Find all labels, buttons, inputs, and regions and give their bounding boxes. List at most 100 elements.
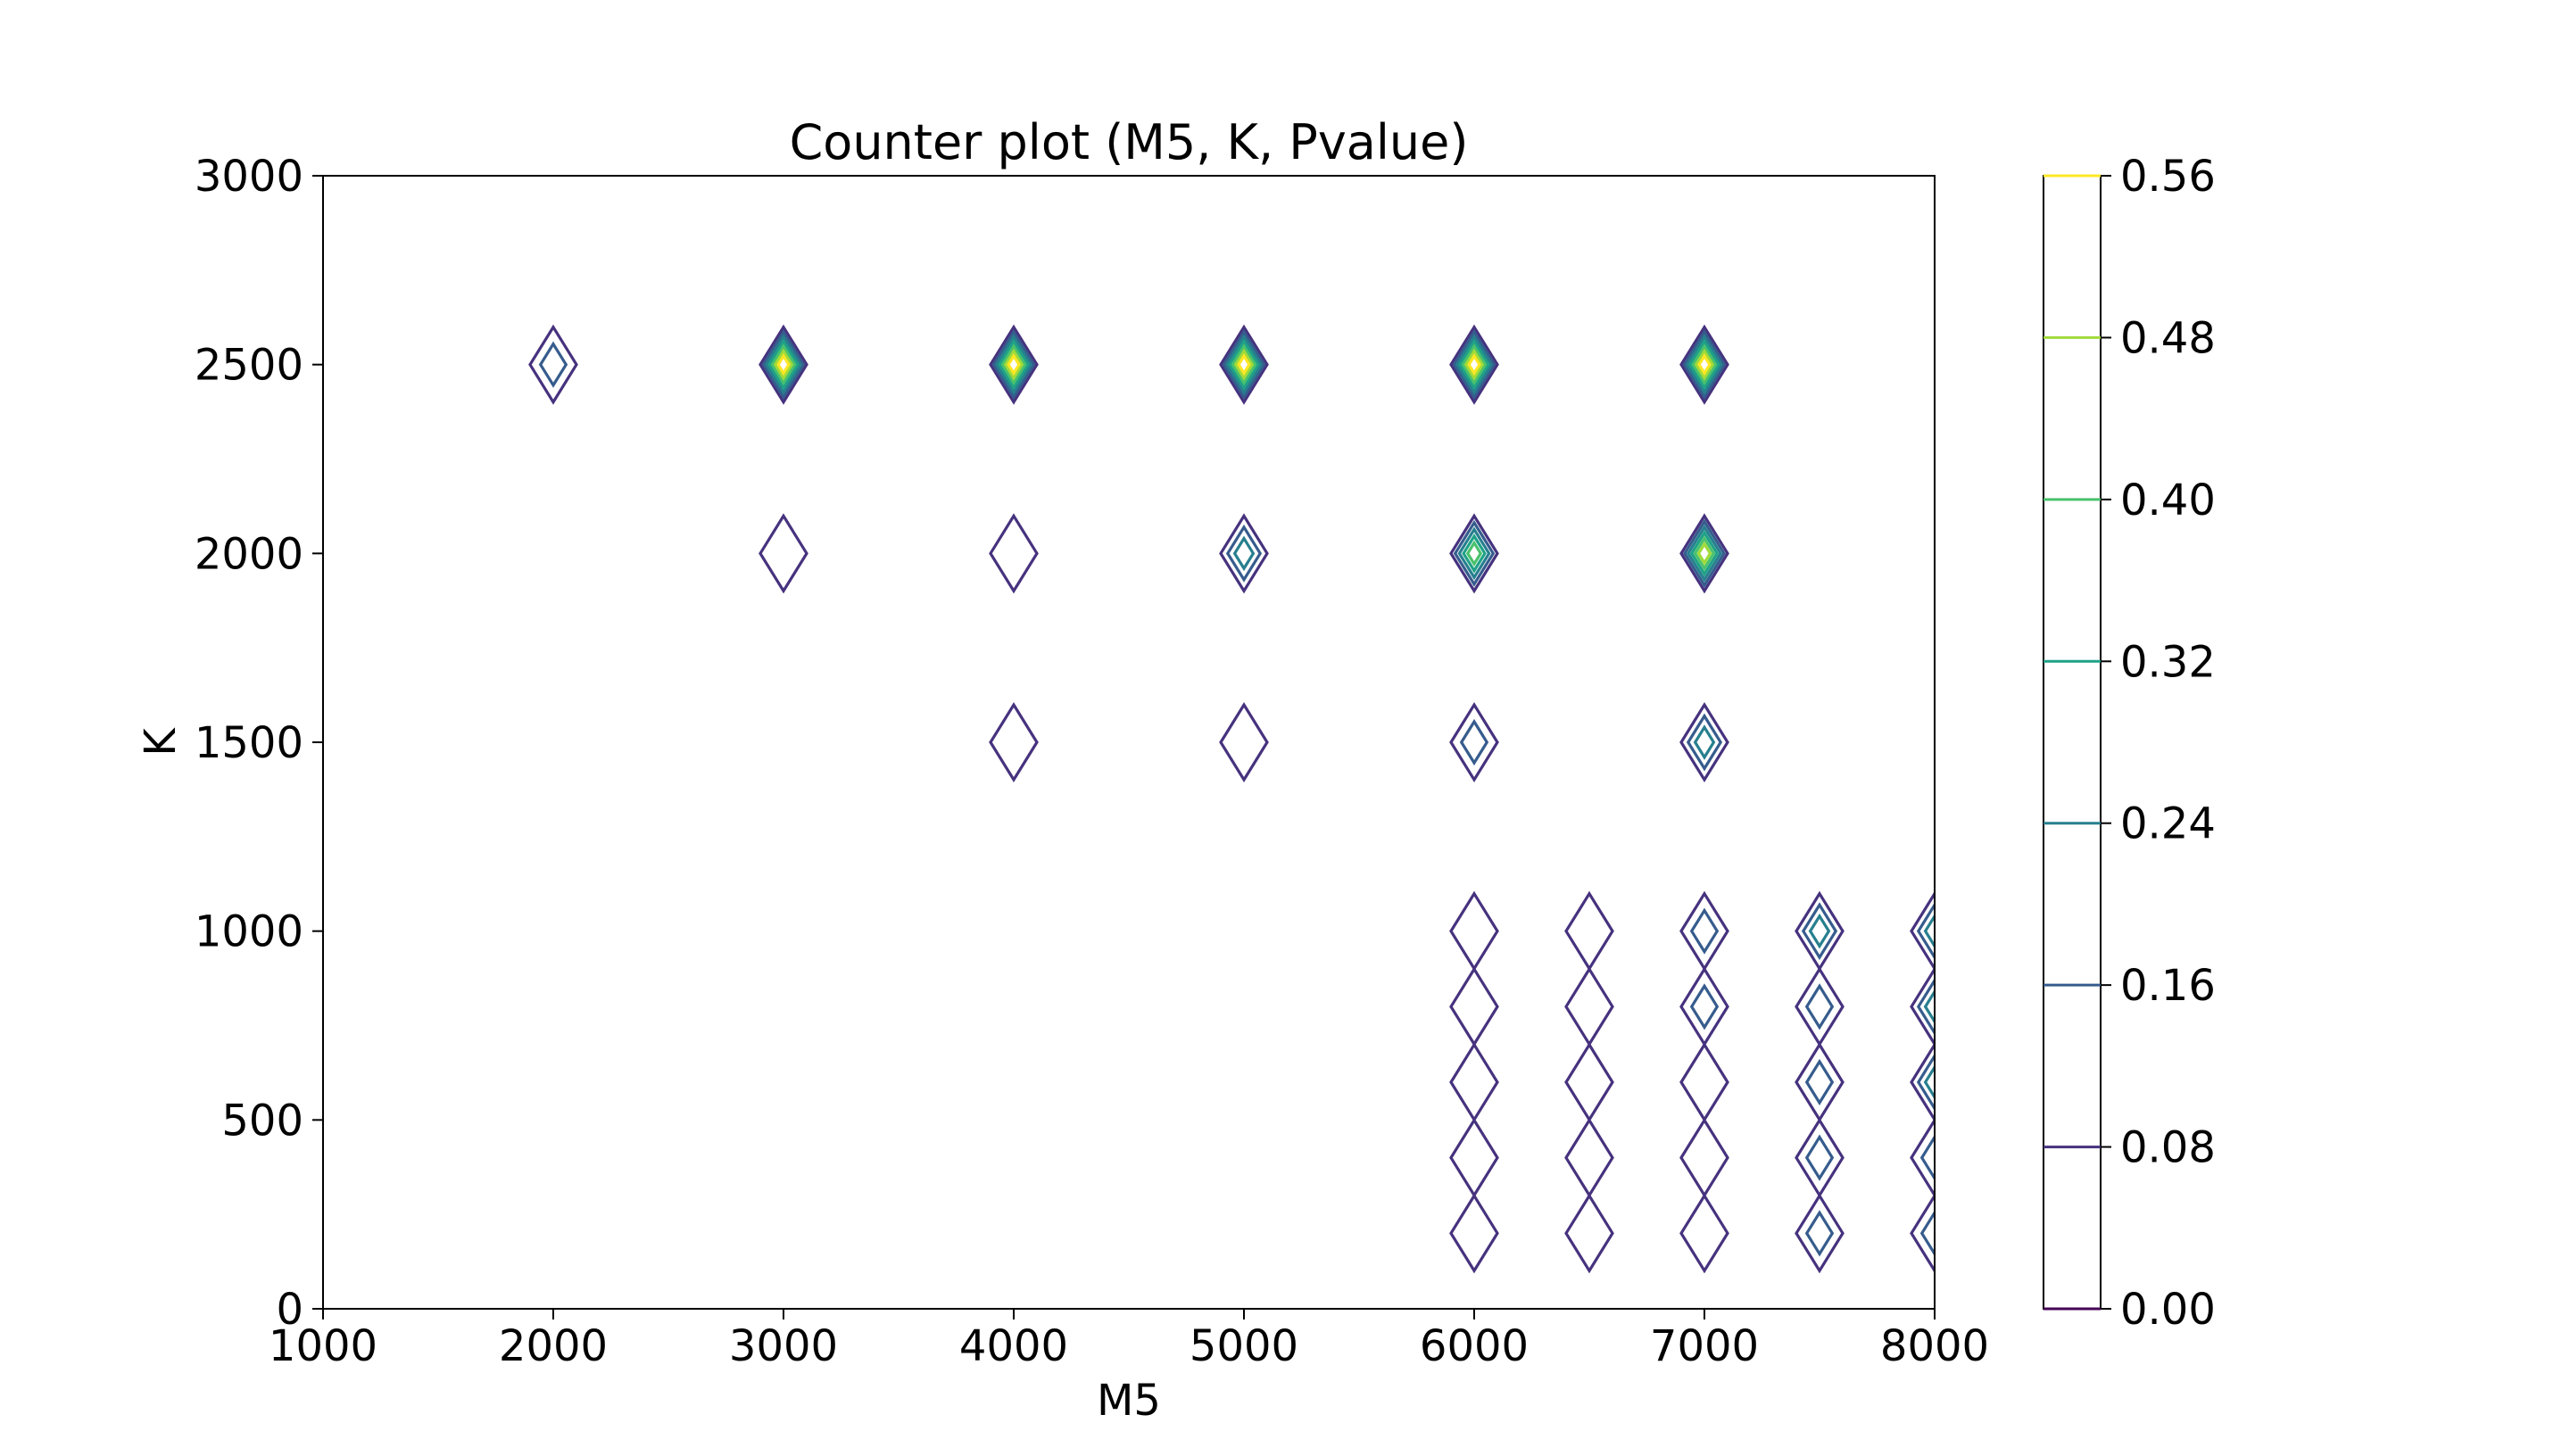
contour-line — [1219, 513, 1269, 594]
contour-peak — [1219, 324, 1269, 405]
contour-line — [1795, 966, 1845, 1047]
contour-line — [1679, 701, 1729, 783]
contour-peak — [1449, 966, 1499, 1047]
contour-line — [1923, 913, 1935, 949]
contour-line — [764, 334, 803, 395]
contour-line — [989, 324, 1039, 405]
contour-line — [759, 513, 808, 594]
contour-line — [776, 353, 791, 376]
contour-peak — [1679, 513, 1729, 594]
x-axis-ticks: 1000 2000 3000 4000 5000 6000 7000 8000 — [269, 1309, 1989, 1371]
contour-line — [1923, 1064, 1935, 1100]
contour-line — [761, 329, 806, 401]
y-tick-label: 2000 — [195, 529, 303, 579]
contour-peak — [1679, 1117, 1729, 1198]
contour-line — [1801, 902, 1838, 961]
contour-peak — [1449, 324, 1499, 405]
y-tick-label: 0 — [276, 1285, 303, 1335]
contour-line — [1007, 353, 1021, 376]
contour-peak — [1679, 1193, 1729, 1274]
contour-line — [1449, 966, 1499, 1047]
contour-line — [1003, 348, 1024, 381]
contour-line — [1916, 902, 1935, 961]
contour-line — [1222, 329, 1266, 401]
contour-line — [998, 338, 1030, 391]
contour-line — [1808, 913, 1831, 949]
contour-line — [1467, 353, 1481, 376]
contour-line — [1804, 983, 1835, 1030]
contour-line — [1685, 334, 1724, 395]
contour-line — [1225, 524, 1263, 583]
contour-line — [1224, 334, 1264, 395]
y-axis-ticks: 0 500 1000 1500 2000 2500 3000 — [195, 152, 323, 1335]
x-axis-label: M5 — [1097, 1376, 1161, 1426]
contour-line — [1688, 338, 1720, 391]
y-tick-label: 1500 — [195, 718, 303, 768]
contour-line — [1686, 713, 1723, 772]
contour-line — [1449, 1193, 1499, 1274]
contour-peak — [1679, 966, 1729, 1047]
x-tick-label: 7000 — [1650, 1321, 1759, 1371]
contour-line — [1000, 343, 1027, 386]
contour-line — [1686, 524, 1723, 583]
x-tick-label: 3000 — [729, 1321, 838, 1371]
y-tick-label: 2500 — [195, 341, 303, 391]
contour-line — [1679, 1193, 1729, 1274]
contour-peak — [1219, 513, 1269, 594]
contour-line — [1679, 513, 1729, 594]
contour-line — [1795, 1193, 1845, 1274]
contour-line — [1231, 343, 1257, 386]
contour-line — [1679, 966, 1729, 1047]
contour-line — [1691, 343, 1718, 386]
contour-peak — [1679, 1041, 1729, 1123]
contour-line — [1233, 348, 1255, 381]
colorbar-tick-label: 0.48 — [2120, 313, 2216, 363]
contour-peak — [1449, 1117, 1499, 1198]
contour-line — [994, 334, 1033, 395]
contour-peak — [1910, 890, 1935, 972]
contour-line — [1449, 701, 1499, 783]
contour-line — [1916, 1053, 1935, 1112]
contour-peak — [1449, 701, 1499, 783]
contour-peak — [989, 324, 1039, 405]
contour-line — [1689, 530, 1720, 577]
contour-line — [1457, 526, 1491, 581]
contour-line — [1458, 338, 1490, 391]
contour-peak — [1564, 1193, 1614, 1274]
contour-line — [1219, 701, 1269, 783]
contour-line — [1795, 1041, 1845, 1123]
x-tick-label: 1000 — [269, 1321, 377, 1371]
contour-line — [1682, 329, 1727, 401]
contour-line — [1462, 533, 1487, 574]
colorbar-frame — [2043, 175, 2102, 1310]
contour-line — [1449, 513, 1499, 594]
colorbar-tick-label: 0.16 — [2120, 961, 2216, 1011]
contour-peak — [1679, 701, 1729, 783]
contour-peak — [1219, 701, 1269, 783]
contour-line — [1910, 966, 1935, 1047]
contour-line — [1564, 966, 1614, 1047]
contour-line — [1919, 1134, 1935, 1181]
contour-peak — [1795, 1117, 1845, 1198]
contour-line — [1564, 1193, 1614, 1274]
colorbar-tick-label: 0.08 — [2120, 1123, 2216, 1173]
contour-line — [1564, 1041, 1614, 1123]
contour-peak — [1795, 1193, 1845, 1274]
x-tick-label: 6000 — [1420, 1321, 1529, 1371]
contour-line — [1804, 1210, 1835, 1257]
x-tick-label: 5000 — [1190, 1321, 1298, 1371]
contour-line — [1910, 1041, 1935, 1123]
contour-line — [773, 348, 794, 381]
contour-line — [1219, 324, 1269, 405]
contour-peak — [1910, 1041, 1935, 1123]
x-tick-label: 8000 — [1880, 1321, 1989, 1371]
contour-line — [1910, 1117, 1935, 1198]
contour-lines — [528, 324, 1935, 1274]
contour-peak — [1910, 1117, 1935, 1198]
contour-line — [1919, 1210, 1935, 1257]
contour-line — [1693, 724, 1716, 760]
contour-peak — [1910, 1193, 1935, 1274]
contour-line — [1910, 890, 1935, 972]
contour-line — [1693, 535, 1716, 572]
contour-peak — [1910, 966, 1935, 1047]
